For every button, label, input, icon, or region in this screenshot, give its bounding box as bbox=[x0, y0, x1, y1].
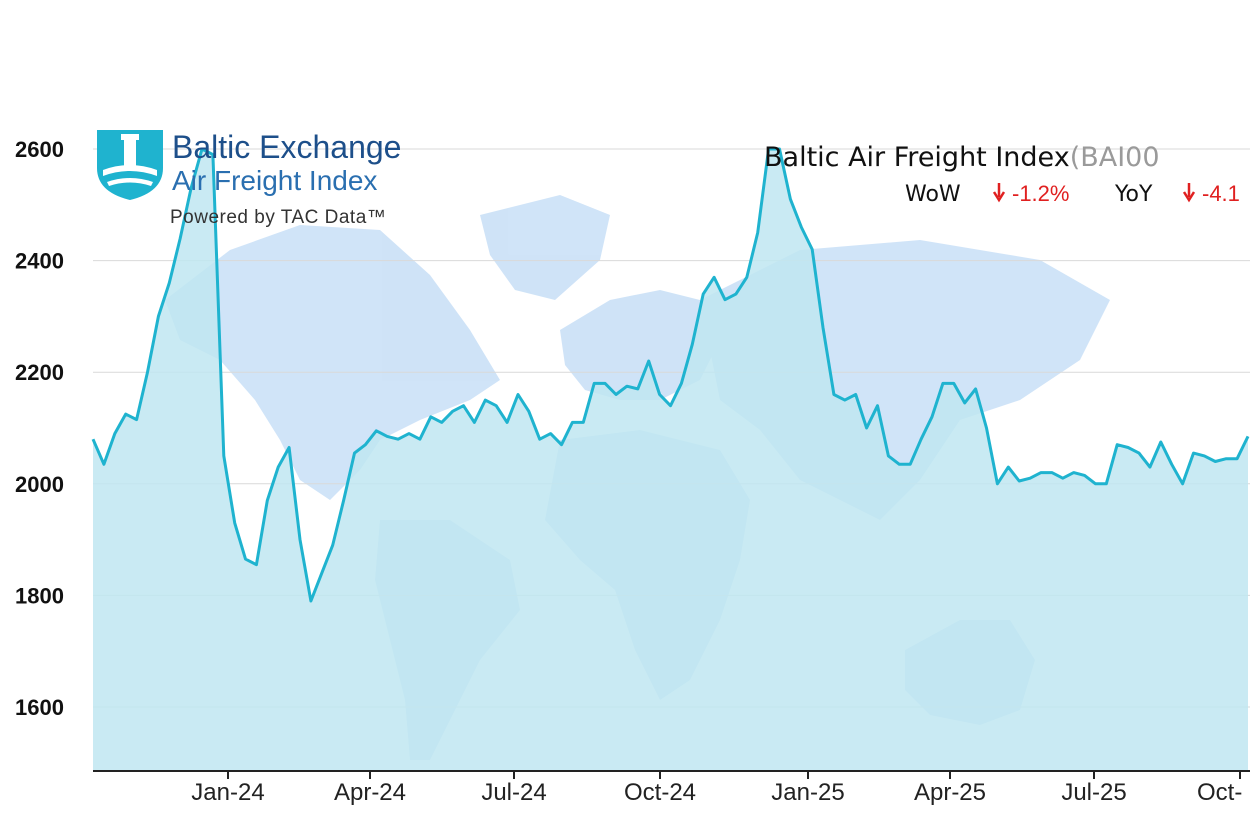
logo-product-name: Air Freight Index bbox=[172, 165, 377, 196]
logo-brand-name: Baltic Exchange bbox=[172, 129, 401, 165]
line-layer bbox=[91, 147, 1250, 603]
y-tick-label: 2000 bbox=[15, 472, 64, 497]
y-tick-label: 1800 bbox=[15, 583, 64, 608]
yoy-value: -4.1 bbox=[1202, 181, 1240, 206]
wow-value: -1.2% bbox=[1012, 181, 1069, 206]
map-north-america bbox=[165, 225, 500, 500]
chart-title-code: (BAI00 bbox=[1070, 142, 1160, 173]
yoy-label: YoY bbox=[1114, 182, 1153, 207]
x-tick-label: Apr-25 bbox=[914, 779, 986, 806]
x-tick-label: Jul-24 bbox=[481, 779, 546, 806]
x-tick-label: Jul-25 bbox=[1061, 779, 1126, 806]
y-tick-label: 1600 bbox=[15, 695, 64, 720]
area-layer bbox=[93, 149, 1248, 771]
arrow-down-icon bbox=[1182, 183, 1196, 203]
index-area bbox=[93, 149, 1248, 771]
y-tick-label: 2600 bbox=[15, 137, 64, 162]
map-greenland bbox=[480, 195, 610, 300]
x-tick-label: Oct- bbox=[1197, 779, 1242, 806]
x-axis: Jan-24 Apr-24 Jul-24 Oct-24 Jan-25 Apr-25 Jul-… bbox=[191, 771, 1242, 806]
chart-header: Baltic Air Freight Index(BAI00 WoW -1.2%… bbox=[764, 142, 1240, 207]
x-tick-label: Oct-24 bbox=[624, 779, 696, 806]
x-tick-label: Jan-25 bbox=[771, 779, 844, 806]
wow-label: WoW bbox=[905, 182, 961, 207]
y-axis: 1600 1800 2000 2200 2400 2600 bbox=[15, 137, 64, 720]
y-tick-label: 2200 bbox=[15, 360, 64, 385]
arrow-down-icon bbox=[992, 183, 1006, 203]
x-tick-label: Apr-24 bbox=[334, 779, 406, 806]
chart-title: Baltic Air Freight Index(BAI00 bbox=[764, 142, 1160, 173]
index-line bbox=[91, 147, 1250, 603]
logo-powered-by: Powered by TAC Data™ bbox=[170, 207, 386, 228]
chart-title-text: Baltic Air Freight Index bbox=[764, 142, 1070, 173]
x-tick-label: Jan-24 bbox=[191, 779, 264, 806]
baltic-exchange-lighthouse-icon bbox=[97, 130, 163, 200]
baltic-exchange-logo: Baltic Exchange Air Freight Index Powere… bbox=[97, 129, 401, 228]
y-tick-label: 2400 bbox=[15, 249, 64, 274]
